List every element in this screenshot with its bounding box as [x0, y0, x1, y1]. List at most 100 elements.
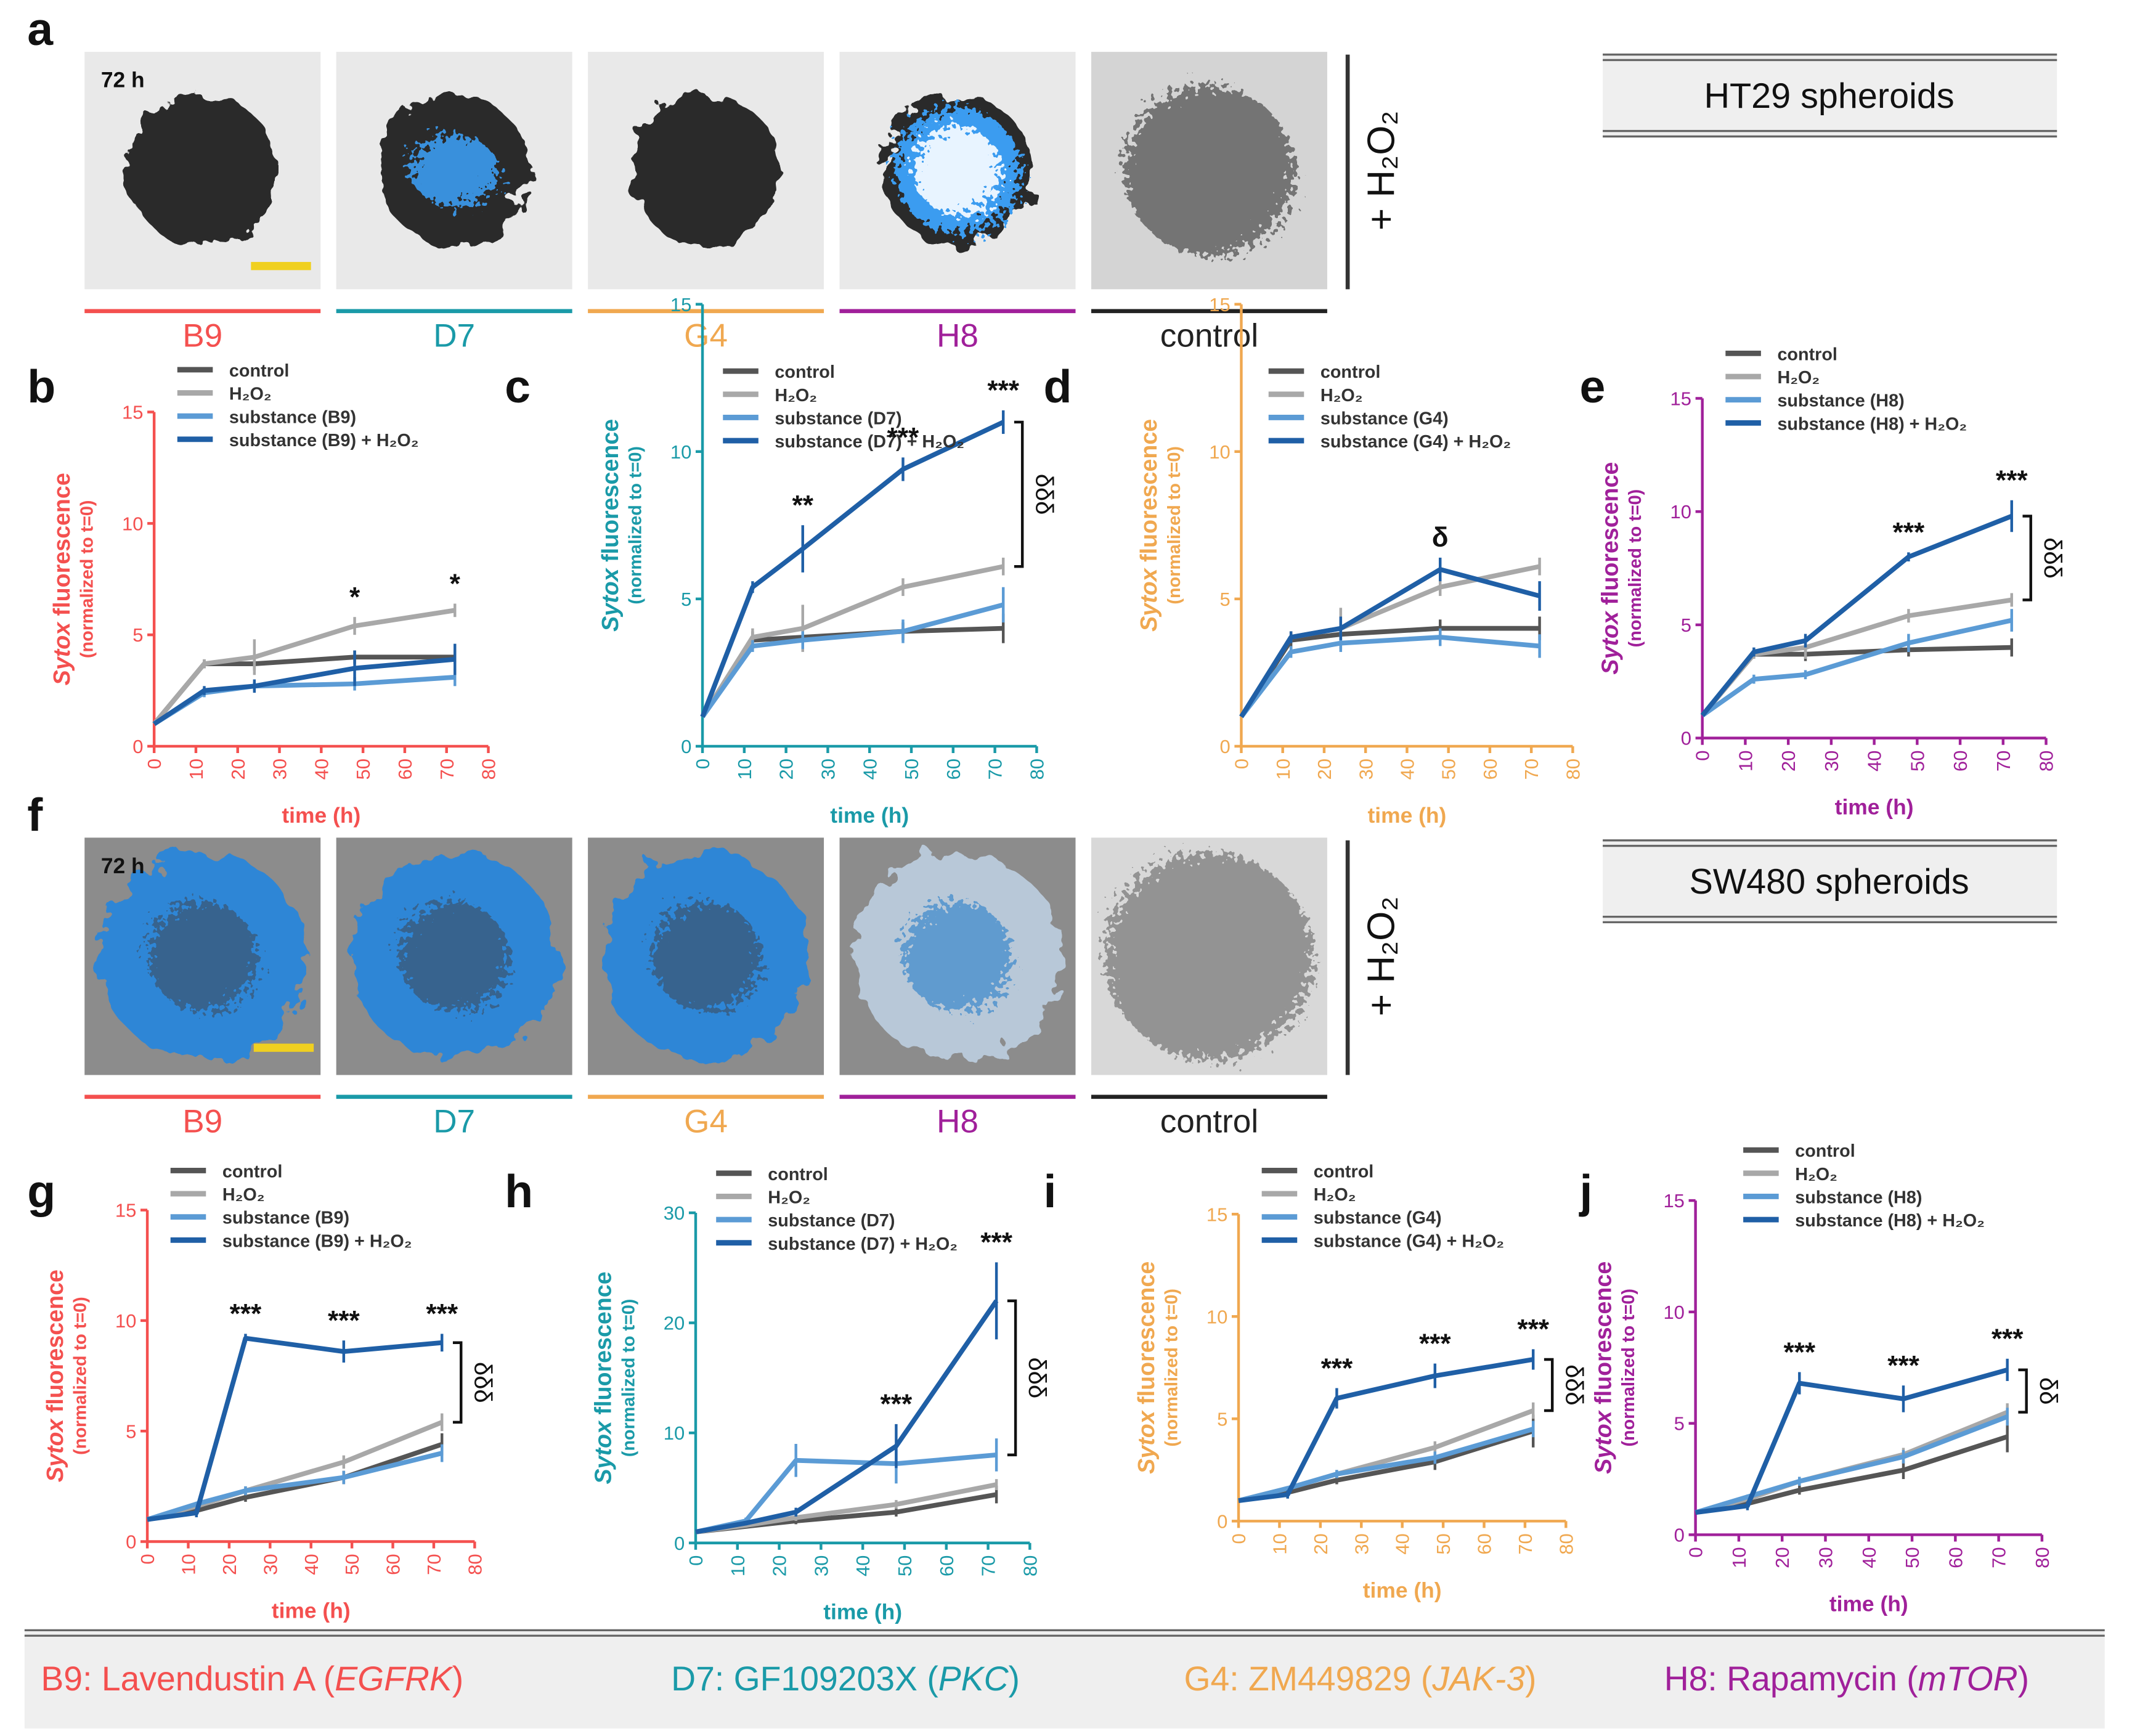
- bracket: [1544, 1358, 1554, 1412]
- y-tick-label: 5: [1217, 1408, 1227, 1430]
- spheroid-core: [148, 902, 258, 1011]
- series-line: [153, 674, 455, 727]
- y-tick-label: 10: [115, 1310, 136, 1332]
- x-tick-label: 20: [1314, 759, 1335, 780]
- y-tick-label: 0: [1674, 1525, 1685, 1546]
- y-tick-label: 10: [1209, 441, 1230, 463]
- x-tick-label: 30: [818, 759, 839, 780]
- annotation: ***: [887, 423, 919, 453]
- y-axis-note: (normalized to t=0): [1165, 446, 1184, 605]
- image-label: D7: [433, 317, 475, 354]
- x-axis-label: time (h): [1363, 1578, 1442, 1602]
- x-tick-label: 10: [727, 1555, 749, 1576]
- y-axis-label-part: fluorescence: [1136, 419, 1162, 569]
- legend-label: control: [229, 361, 289, 381]
- bracket: [1007, 1299, 1017, 1457]
- y-tick-label: 5: [681, 589, 691, 610]
- y-axis-label: Sytox fluorescence: [597, 419, 623, 632]
- footer-text: G4: ZM449829 (: [1184, 1660, 1432, 1698]
- image-label: G4: [684, 317, 728, 354]
- y-tick-label: 10: [1663, 1302, 1684, 1323]
- panel-letter: h: [505, 1165, 533, 1217]
- y-axis-label-part: fluorescence: [49, 473, 75, 622]
- footer-end: ): [1525, 1660, 1536, 1698]
- x-tick-label: 30: [1351, 1533, 1372, 1554]
- y-axis-label-part: fluorescence: [1597, 462, 1622, 612]
- x-tick-label: 30: [1815, 1547, 1837, 1568]
- annotation: ***: [426, 1299, 458, 1329]
- y-tick-label: 5: [126, 1420, 136, 1442]
- x-tick-label: 60: [943, 759, 964, 780]
- annotation: ***: [1996, 465, 2028, 495]
- x-tick-label: 70: [1521, 759, 1542, 780]
- y-axis-note: (normalized to t=0): [1162, 1289, 1181, 1447]
- y-tick-label: 15: [1670, 388, 1691, 410]
- x-tick-label: 30: [259, 1554, 281, 1575]
- y-tick-label: 0: [1217, 1510, 1227, 1532]
- y-tick-label: 15: [115, 1200, 136, 1221]
- legend-label: control: [1795, 1141, 1855, 1161]
- x-tick-label: 40: [301, 1554, 322, 1575]
- panel-letter: c: [505, 361, 531, 412]
- x-tick-label: 60: [1474, 1533, 1495, 1554]
- bracket: [2018, 1368, 2028, 1414]
- x-tick-label: 40: [852, 1555, 874, 1576]
- annotation: δ: [1432, 523, 1449, 553]
- legend-label: substance (B9) + H₂O₂: [222, 1231, 412, 1251]
- footer-target: JAK-3: [1431, 1660, 1525, 1698]
- x-tick-label: 10: [1272, 759, 1294, 780]
- bracket-label: δδδ: [1560, 1364, 1587, 1406]
- annotation: ***: [1893, 518, 1925, 548]
- image-label: D7: [433, 1103, 475, 1139]
- x-tick-label: 10: [178, 1554, 200, 1575]
- bracket-label: δδδ: [1023, 1358, 1051, 1399]
- annotation: ***: [1517, 1314, 1549, 1345]
- legend-label: substance (D7): [775, 409, 901, 428]
- spheroid: [1105, 852, 1313, 1061]
- panel-letter: b: [27, 361, 55, 412]
- footer-entry: G4: ZM449829 (JAK-3): [1184, 1660, 1536, 1698]
- y-tick-label: 0: [1681, 728, 1691, 749]
- footer-target: PKC: [938, 1660, 1009, 1698]
- x-tick-label: 20: [1772, 1547, 1793, 1568]
- x-tick-label: 10: [734, 759, 755, 780]
- legend-label: substance (B9): [222, 1208, 349, 1228]
- x-tick-label: 20: [1778, 751, 1799, 772]
- y-axis-label: Sytox fluorescence: [590, 1271, 616, 1484]
- y-tick-label: 15: [1663, 1190, 1684, 1212]
- annotation: *: [450, 569, 461, 599]
- legend-label: control: [222, 1162, 282, 1181]
- annotation: ***: [230, 1299, 262, 1329]
- y-tick-label: 10: [1670, 501, 1691, 523]
- x-tick-label: 20: [776, 759, 797, 780]
- panel-letter: f: [27, 789, 43, 841]
- x-tick-label: 20: [227, 759, 249, 780]
- y-axis-note: (normalized to t=0): [625, 446, 645, 605]
- legend-label: substance (D7): [768, 1211, 895, 1231]
- footer-text: B9: Lavendustin A (: [41, 1660, 335, 1698]
- image-label: B9: [182, 317, 222, 354]
- x-tick-label: 70: [423, 1554, 445, 1575]
- spheroid: [127, 95, 278, 246]
- bracket: [2022, 515, 2032, 601]
- image-label: H8: [937, 1103, 979, 1139]
- x-tick-label: 40: [1392, 1533, 1414, 1554]
- x-tick-label: 0: [144, 759, 165, 769]
- y-axis-label-part: Sytox: [1136, 567, 1162, 632]
- y-tick-label: 15: [122, 402, 143, 423]
- y-tick-label: 10: [670, 441, 691, 463]
- series-line: [700, 420, 1004, 718]
- bracket: [452, 1341, 463, 1424]
- footer-text: D7: GF109203X (: [671, 1660, 938, 1698]
- x-tick-label: 60: [394, 759, 416, 780]
- x-tick-label: 40: [1864, 751, 1886, 772]
- legend-label: H₂O₂: [1795, 1165, 1837, 1184]
- annotation: **: [792, 491, 814, 521]
- y-axis-label-part: Sytox: [590, 1420, 616, 1485]
- stain: [410, 135, 498, 206]
- legend-label: H₂O₂: [1320, 386, 1363, 405]
- y-axis-label-part: fluorescence: [42, 1269, 68, 1419]
- spheroid: [630, 95, 781, 246]
- y-axis-note: (normalized to t=0): [1619, 1289, 1638, 1447]
- panel-letter: j: [1578, 1165, 1592, 1217]
